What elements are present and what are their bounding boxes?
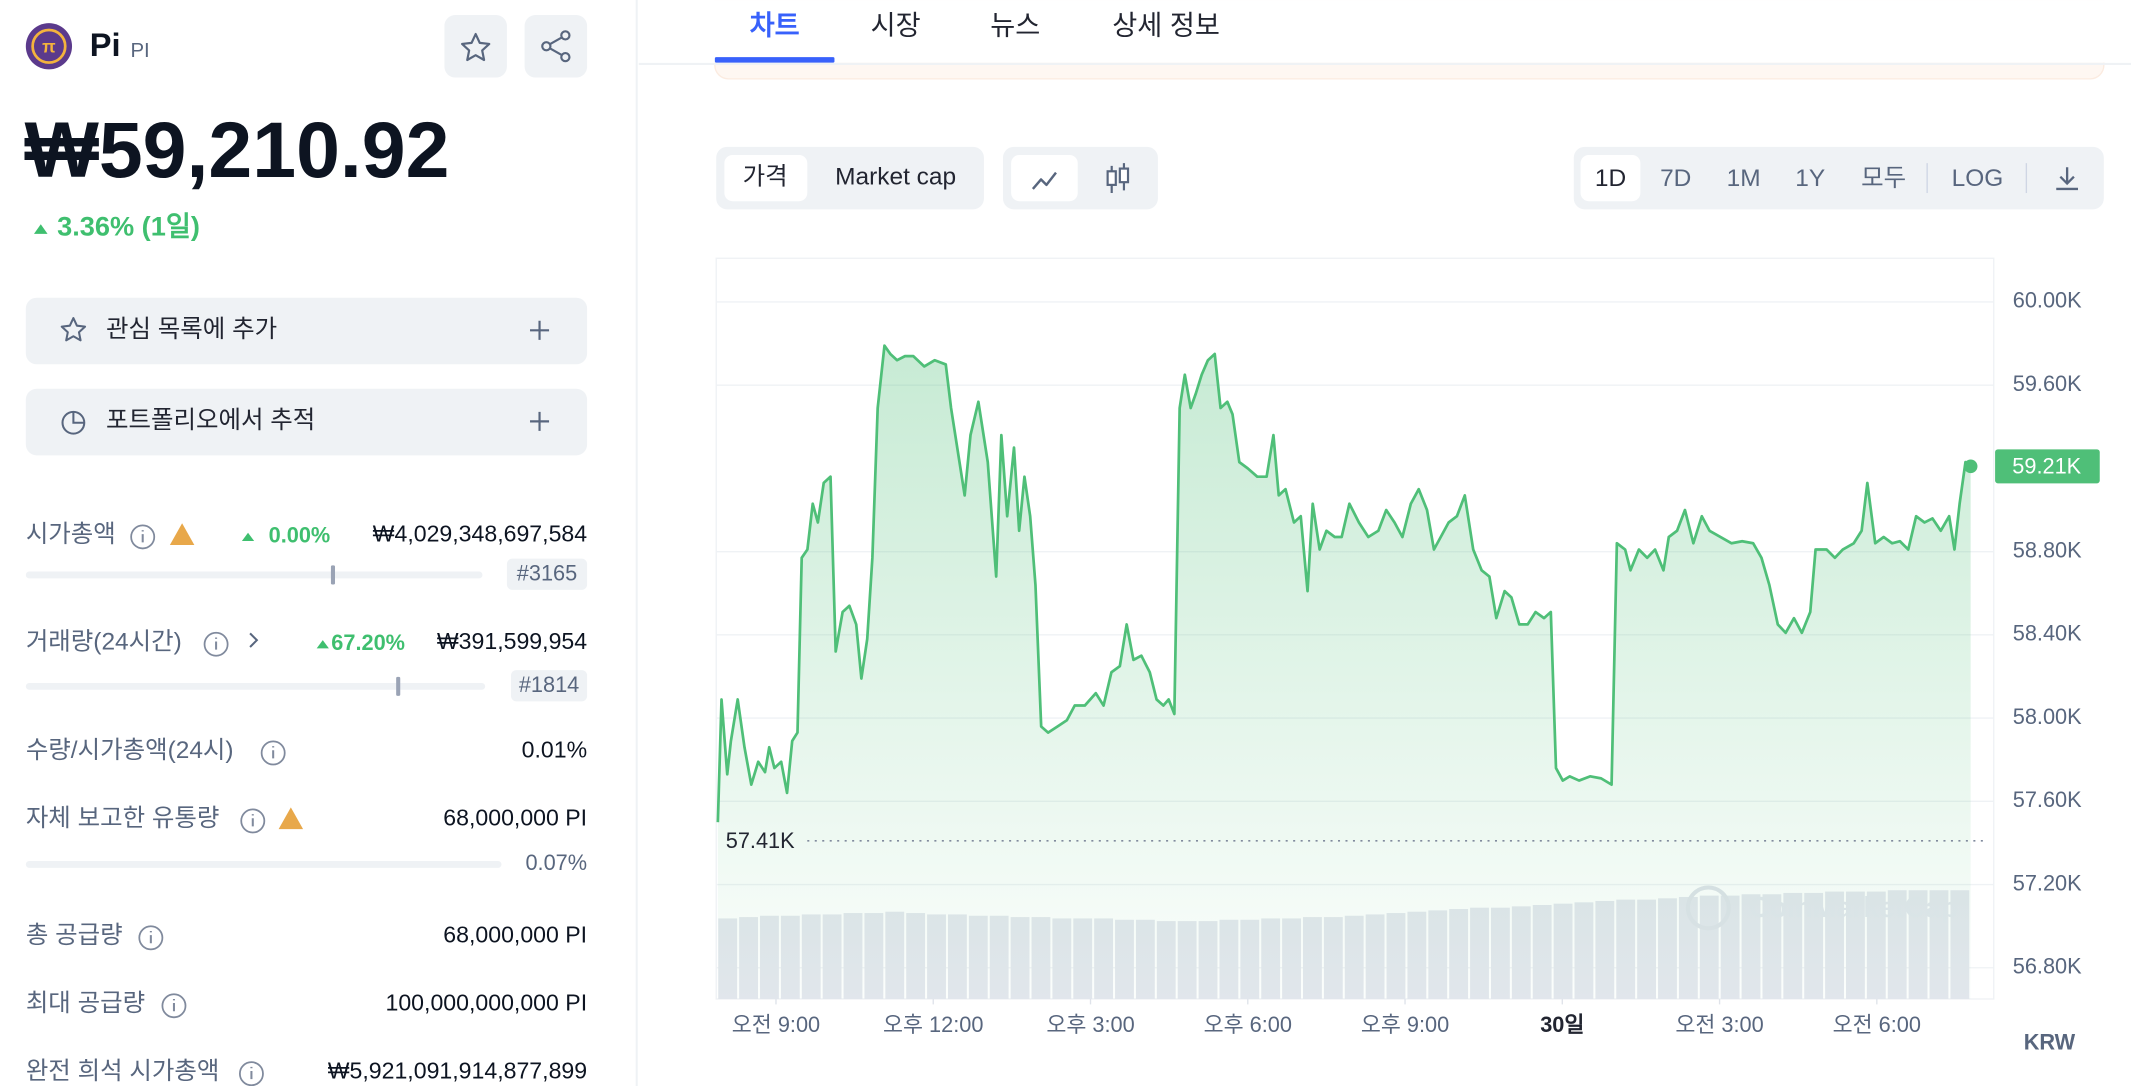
download-button[interactable] xyxy=(2056,167,2078,191)
stat-label: 거래량(24시간) xyxy=(26,627,182,655)
y-tick-label: 58.80K xyxy=(2013,537,2082,562)
stat-rank: #1814 xyxy=(519,672,579,697)
stat-rank: #3165 xyxy=(517,561,577,586)
x-tick-label: 오전 6:00 xyxy=(1833,1012,1921,1037)
tab[interactable]: 시장 xyxy=(871,9,921,40)
range-option[interactable]: 모두 xyxy=(1861,165,1906,192)
portfolio-button[interactable]: 포트폴리오에서 추적 xyxy=(25,388,588,456)
stat-change: 0.00% xyxy=(269,523,331,548)
share-button[interactable] xyxy=(524,15,588,78)
up-arrow xyxy=(316,640,329,649)
last-price-badge xyxy=(1995,449,2100,484)
x-tick-label: 오전 9:00 xyxy=(732,1012,820,1037)
x-tick-label: 오후 6:00 xyxy=(1204,1012,1292,1037)
info-icon xyxy=(138,925,164,951)
stat-label: 총 공급량 xyxy=(26,921,123,949)
stat-change: 67.20% xyxy=(331,630,405,655)
stat-value: ₩4,029,348,697,584 xyxy=(373,521,588,547)
stat-label: 최대 공급량 xyxy=(26,989,145,1017)
x-tick-label: 30일 xyxy=(1540,1012,1584,1037)
tab[interactable]: 상세 정보 xyxy=(1112,9,1220,40)
metric-option[interactable]: Market cap xyxy=(835,164,956,191)
range-option[interactable]: 1Y xyxy=(1795,165,1825,192)
info-icon xyxy=(161,993,187,1019)
y-tick-label: 60.00K xyxy=(2013,288,2082,313)
stat-label: 완전 희석 시가총액 xyxy=(26,1057,220,1085)
range-option[interactable]: LOG xyxy=(1952,165,2004,192)
stat-percent: 0.07% xyxy=(525,850,587,875)
coin-name: Pi xyxy=(90,26,121,63)
chevron xyxy=(249,632,259,648)
warning-icon xyxy=(278,807,304,830)
info-icon xyxy=(260,740,286,766)
action-label: 포트폴리오에서 추적 xyxy=(106,406,315,434)
stat-label: 수량/시가총액(24시) xyxy=(26,736,234,764)
stat-value: 68,000,000 PI xyxy=(443,805,587,831)
stat-value: ₩391,599,954 xyxy=(437,628,587,654)
price-change: 3.36% (1일) xyxy=(57,211,200,242)
x-tick-label: 오후 9:00 xyxy=(1361,1012,1449,1037)
rank-badge xyxy=(506,558,588,590)
progress-track xyxy=(25,571,483,579)
metric-active xyxy=(724,154,808,202)
x-tick-label: 오전 3:00 xyxy=(1675,1012,1763,1037)
up-arrow xyxy=(33,224,48,234)
y-tick-label: 59.60K xyxy=(2013,371,2082,396)
info-icon xyxy=(203,631,229,657)
action-label: 관심 목록에 추가 xyxy=(106,315,277,343)
range-option[interactable]: 7D xyxy=(1660,165,1691,192)
coin-logo: π xyxy=(25,23,73,70)
stat-label: 시가총액 xyxy=(26,520,116,548)
tab[interactable]: 뉴스 xyxy=(990,9,1040,40)
progress-track xyxy=(25,682,486,690)
y-tick-label: 58.40K xyxy=(2013,621,2082,646)
stat-label: 자체 보고한 유통량 xyxy=(26,804,220,832)
watch-button[interactable] xyxy=(444,15,507,78)
range-option[interactable]: 1D xyxy=(1595,165,1626,192)
stat-value: ₩5,921,091,914,877,899 xyxy=(328,1057,587,1083)
price-line xyxy=(716,344,1972,823)
progress-marker xyxy=(396,676,401,696)
tab-bar xyxy=(638,0,2131,63)
last-point xyxy=(1963,459,1978,474)
price: ₩59,210.92 xyxy=(24,106,449,194)
progress-marker xyxy=(330,565,336,585)
coin-symbol: PI xyxy=(130,40,149,62)
y-tick-label: 56.80K xyxy=(2013,954,2082,979)
y-tick-label: 57.20K xyxy=(2013,870,2082,895)
metric-option[interactable]: 가격 xyxy=(743,163,788,191)
info-icon xyxy=(130,524,156,550)
stat-value: 100,000,000,000 PI xyxy=(386,990,588,1016)
tab[interactable]: 차트 xyxy=(750,9,800,40)
active-tab-indicator xyxy=(714,57,835,63)
range-active xyxy=(1580,154,1641,202)
info-icon xyxy=(240,808,266,834)
svg-text:π: π xyxy=(42,36,56,56)
stat-value: 0.01% xyxy=(522,737,587,763)
last-price-label: 59.21K xyxy=(2012,453,2081,478)
watchlist-button[interactable]: 관심 목록에 추가 xyxy=(25,297,588,365)
range-toggle xyxy=(1573,146,2104,210)
currency-label: KRW xyxy=(2024,1030,2076,1055)
candle-style-button[interactable] xyxy=(1106,163,1130,194)
rank-badge xyxy=(511,670,588,702)
low-line-label: 57.41K xyxy=(726,828,795,853)
price-chart: 60.00K 59.60K 58.80K 58.40K 58.00K 57.60K 57.2… xyxy=(716,288,2100,1055)
y-tick-label: 58.00K xyxy=(2013,704,2082,729)
price-area xyxy=(717,345,1971,999)
x-tick-label: 오후 12:00 xyxy=(883,1012,983,1037)
range-option[interactable]: 1M xyxy=(1727,165,1761,192)
warning-icon xyxy=(169,523,195,546)
progress-track xyxy=(25,861,502,868)
info-icon xyxy=(238,1061,264,1086)
x-tick-label: 오후 3:00 xyxy=(1046,1012,1134,1037)
line-style-button[interactable] xyxy=(1011,154,1078,202)
y-tick-label: 57.60K xyxy=(2013,787,2082,812)
up-arrow xyxy=(241,532,255,541)
stat-value: 68,000,000 PI xyxy=(443,922,587,948)
